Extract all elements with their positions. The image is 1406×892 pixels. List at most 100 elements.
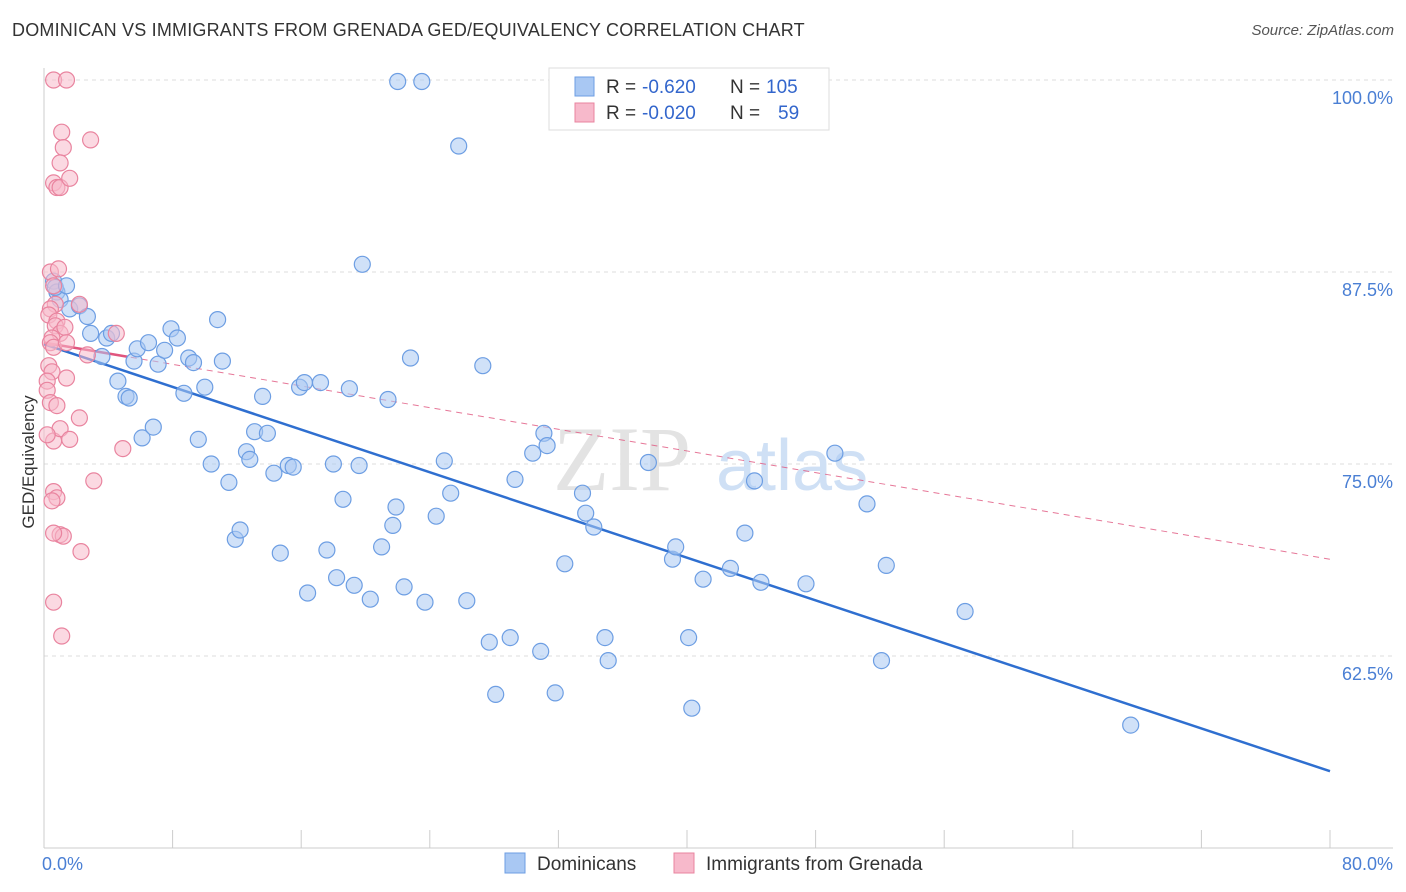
point-grenada-3	[54, 139, 72, 157]
point-dominicans-46	[299, 584, 317, 602]
point-dominicans-45	[295, 374, 313, 392]
watermark: ZIP atlas	[553, 408, 868, 510]
point-dominicans-82	[573, 484, 592, 502]
point-grenada-5	[81, 131, 100, 149]
point-dominicans-77	[532, 642, 550, 661]
legend-r-label-2: R =	[606, 103, 636, 124]
point-dominicans-48	[318, 541, 336, 559]
point-dominicans-99	[858, 495, 876, 513]
point-dominicans-67	[435, 452, 453, 470]
legend-swatch-grenada	[574, 102, 595, 123]
point-grenada-29	[57, 369, 76, 387]
point-grenada-47	[72, 542, 90, 561]
point-dominicans-86	[599, 651, 617, 670]
point-grenada-46	[44, 524, 63, 542]
point-dominicans-14	[120, 389, 138, 407]
legend-n-value-1: 105	[766, 77, 798, 98]
legend-n-label-1: N =	[730, 77, 760, 98]
point-dominicans-71	[474, 357, 492, 375]
source-label: Source: ZipAtlas.com	[1251, 22, 1394, 39]
legend-swatch-dominicans	[574, 76, 595, 97]
point-grenada-26	[107, 324, 125, 342]
point-dominicans-63	[401, 349, 420, 367]
axes	[43, 68, 1393, 849]
point-dominicans-57	[373, 538, 391, 556]
point-dominicans-70	[458, 592, 476, 610]
point-dominicans-39	[258, 424, 276, 442]
point-dominicans-58	[379, 390, 397, 409]
point-grenada-21	[70, 295, 89, 313]
point-dominicans-12	[109, 372, 127, 390]
legend-top: R = -0.620 N = 105 R = -0.020 N = 59	[548, 67, 830, 131]
point-dominicans-31	[213, 352, 231, 370]
point-dominicans-89	[667, 538, 685, 556]
point-dominicans-11	[93, 347, 111, 366]
point-dominicans-69	[450, 137, 468, 155]
point-dominicans-56	[361, 590, 379, 608]
point-dominicans-19	[144, 418, 162, 436]
legend-n-value-2: 59	[778, 103, 799, 124]
point-grenada-20	[56, 318, 74, 336]
x-tick-label-0: 0.0%	[42, 854, 83, 874]
point-dominicans-21	[156, 341, 174, 359]
point-grenada-40	[85, 472, 103, 490]
point-dominicans-95	[745, 472, 764, 490]
point-grenada-25	[78, 346, 97, 364]
point-dominicans-80	[546, 684, 564, 702]
point-dominicans-73	[487, 685, 505, 704]
point-dominicans-72	[480, 633, 498, 651]
data-points	[38, 71, 1140, 734]
point-grenada-24	[57, 334, 76, 352]
point-dominicans-23	[168, 329, 186, 347]
point-dominicans-61	[389, 72, 407, 91]
point-dominicans-102	[956, 602, 974, 621]
point-grenada-9	[61, 169, 79, 187]
point-grenada-38	[114, 440, 132, 458]
point-dominicans-66	[427, 507, 445, 525]
point-dominicans-32	[220, 473, 238, 491]
point-dominicans-83	[577, 504, 595, 522]
trend-line-dominicans	[43, 343, 1331, 773]
legend-r-value-1: -0.620	[642, 77, 696, 98]
point-grenada-43	[43, 492, 61, 510]
point-dominicans-18	[139, 334, 158, 352]
point-dominicans-76	[524, 444, 542, 462]
y-axis-label: GED/Equivalency	[19, 395, 38, 529]
point-grenada-48	[44, 593, 63, 611]
point-dominicans-84	[585, 518, 603, 536]
legend-n-label-2: N =	[730, 103, 760, 124]
legend-r-value-2: -0.020	[642, 103, 696, 124]
y-tick-label-2: 87.5%	[1342, 280, 1393, 300]
point-dominicans-41	[271, 544, 289, 562]
point-dominicans-81	[556, 555, 574, 573]
point-dominicans-20	[149, 355, 167, 373]
point-dominicans-94	[736, 524, 754, 542]
x-tick-label-1: 80.0%	[1342, 854, 1393, 874]
point-dominicans-96	[752, 573, 770, 591]
point-dominicans-53	[345, 576, 363, 594]
y-tick-label-0: 62.5%	[1342, 664, 1393, 684]
point-dominicans-59	[384, 516, 402, 535]
point-dominicans-103	[1122, 716, 1140, 734]
bottom-legend-grenada: Immigrants from Grenada	[706, 854, 923, 875]
point-dominicans-40	[265, 464, 283, 482]
y-tick-label-1: 75.0%	[1342, 472, 1393, 492]
point-grenada-37	[61, 430, 79, 448]
gridlines	[44, 79, 1393, 657]
point-dominicans-92	[694, 570, 712, 588]
point-dominicans-97	[797, 575, 815, 593]
point-dominicans-24	[175, 384, 193, 402]
point-dominicans-28	[196, 378, 214, 396]
point-dominicans-93	[721, 559, 740, 578]
point-dominicans-29	[202, 455, 220, 473]
point-dominicans-85	[596, 628, 614, 647]
chart-title: DOMINICAN VS IMMIGRANTS FROM GRENADA GED…	[12, 20, 805, 40]
legend-bottom: Dominicans Immigrants from Grenada	[504, 852, 923, 875]
point-grenada-12	[44, 277, 63, 295]
point-dominicans-68	[442, 484, 460, 502]
bottom-legend-swatch-grenada	[673, 852, 695, 874]
point-dominicans-90	[679, 628, 698, 647]
point-dominicans-74	[501, 628, 519, 647]
point-dominicans-87	[639, 453, 658, 472]
